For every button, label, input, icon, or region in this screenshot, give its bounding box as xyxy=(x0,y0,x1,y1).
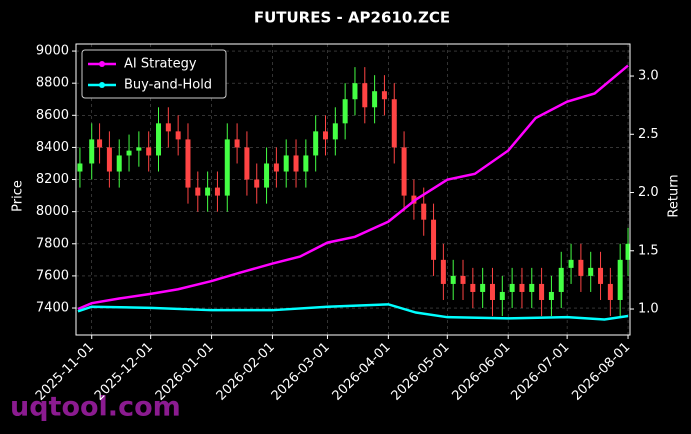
candle-body xyxy=(529,283,535,292)
candle-body xyxy=(509,283,515,292)
candle-body xyxy=(625,243,631,260)
candle-body xyxy=(77,163,83,172)
candle-body xyxy=(480,283,486,292)
candle-body xyxy=(558,267,564,292)
plot-frame xyxy=(75,43,631,336)
candle-body xyxy=(568,259,574,268)
candle-body xyxy=(175,131,181,140)
candle-body xyxy=(519,283,525,292)
watermark: uqtool.com xyxy=(10,392,181,423)
y-tick-label: 8800 xyxy=(36,76,69,91)
y-tick-label: 7600 xyxy=(36,268,69,283)
candle-body xyxy=(283,155,289,172)
y-axis-label: Price xyxy=(11,180,26,212)
candle-body xyxy=(391,99,397,148)
candle-body xyxy=(431,219,437,260)
y2-tick-label: 2.0 xyxy=(638,185,659,200)
legend-marker xyxy=(99,61,105,67)
candle-body xyxy=(116,155,122,172)
candle-body xyxy=(303,155,309,172)
candle-body xyxy=(342,99,348,124)
legend-label: Buy-and-Hold xyxy=(124,78,212,93)
candle-body xyxy=(352,83,358,100)
candle-body xyxy=(126,150,132,156)
y2-tick-label: 1.0 xyxy=(638,302,659,317)
candle-body xyxy=(460,275,466,284)
candle-body xyxy=(450,275,456,284)
y-tick-label: 8600 xyxy=(36,108,69,123)
chart-title: FUTURES - AP2610.ZCE xyxy=(254,9,450,27)
y2-axis-label: Return xyxy=(667,174,682,217)
candle-body xyxy=(381,91,387,100)
candle-body xyxy=(362,83,368,108)
candle-body xyxy=(146,147,152,156)
candle-body xyxy=(617,259,623,300)
candle-body xyxy=(499,291,505,300)
y-tick-label: 8200 xyxy=(36,172,69,187)
candle-body xyxy=(254,179,260,188)
candle-body xyxy=(165,123,171,132)
y2-tick-label: 2.5 xyxy=(638,127,659,142)
candle-body xyxy=(539,283,545,300)
candle-body xyxy=(273,163,279,172)
candle-body xyxy=(470,283,476,292)
legend-marker xyxy=(99,82,105,88)
y-tick-label: 8000 xyxy=(36,204,69,219)
candle-body xyxy=(195,187,201,196)
candle-body xyxy=(89,139,95,164)
candle-body xyxy=(588,267,594,276)
candle-body xyxy=(598,267,604,284)
candle-body xyxy=(440,259,446,284)
candle-body xyxy=(106,147,112,172)
line xyxy=(77,64,629,311)
candle-body xyxy=(372,91,378,108)
candle-body xyxy=(234,139,240,148)
candle-body xyxy=(205,187,211,196)
candle-body xyxy=(293,155,299,172)
y-tick-label: 9000 xyxy=(36,44,69,59)
candle-body xyxy=(97,139,103,148)
candle-body xyxy=(264,163,270,188)
y2-tick-label: 3.0 xyxy=(638,69,659,84)
candle-body xyxy=(322,131,328,140)
candle-body xyxy=(313,131,319,156)
candle-body xyxy=(401,147,407,196)
candle-body xyxy=(421,203,427,220)
legend-box xyxy=(81,49,227,99)
candle-body xyxy=(224,139,230,196)
candle-body xyxy=(185,139,191,188)
candle-body xyxy=(136,147,142,151)
y-tick-label: 8400 xyxy=(36,140,69,155)
line xyxy=(77,303,629,321)
y2-tick-label: 1.5 xyxy=(638,243,659,258)
candle-body xyxy=(607,283,613,300)
legend-label: AI Strategy xyxy=(124,57,197,72)
candle-body xyxy=(578,259,584,276)
candle-body xyxy=(548,291,554,300)
y-tick-label: 7800 xyxy=(36,236,69,251)
candle-body xyxy=(156,123,162,156)
candle-body xyxy=(214,187,220,196)
candle-body xyxy=(244,147,250,180)
y-tick-label: 7400 xyxy=(36,301,69,316)
candle-body xyxy=(489,283,495,300)
candle-body xyxy=(332,123,338,140)
